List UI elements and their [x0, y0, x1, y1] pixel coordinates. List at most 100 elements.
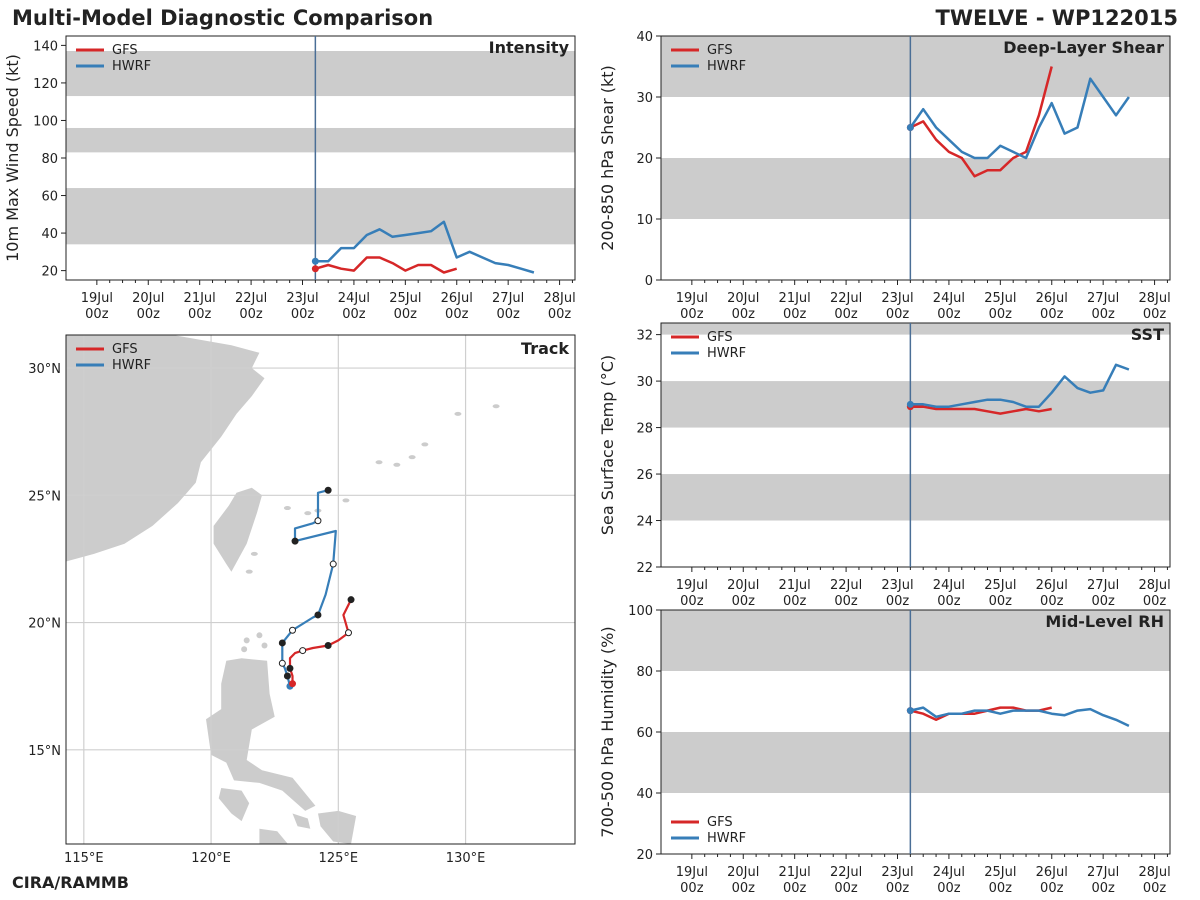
x-tick-label-hour: 00z — [937, 881, 961, 896]
panel-track: 115°E 120°E 125°E 130°E 15°N 20°N 25°N 30°N Trac… — [28, 334, 576, 866]
x-tick-label-hour: 00z — [783, 881, 807, 896]
y-tick-label: 10 — [636, 213, 653, 228]
x-tick-label-day: 23Jul — [881, 865, 913, 880]
land-ryukyu-island — [283, 506, 291, 511]
x-tick-label-day: 28Jul — [1138, 865, 1170, 880]
y-tick-label: 26 — [636, 468, 653, 483]
panel-title: SST — [1131, 325, 1164, 344]
x-tick-label-hour: 00z — [445, 307, 469, 322]
x-tick-label-hour: 00z — [732, 881, 756, 896]
track-marker-hwrf — [329, 560, 337, 568]
y-tick-label: 60 — [41, 190, 58, 205]
x-tick-label-day: 24Jul — [933, 865, 965, 880]
track-marker-gfs — [344, 629, 352, 637]
track-marker-hwrf — [314, 517, 322, 525]
y-tick-label: 40 — [636, 30, 653, 45]
x-tick-label-day: 21Jul — [779, 578, 811, 593]
series-line-hwrf — [910, 363, 1130, 408]
x-tick-label-hour: 00z — [989, 594, 1013, 609]
land-babuyan-island — [241, 646, 248, 653]
panel-sst: 22242628303219Jul00z20Jul00z21Jul00z22Ju… — [598, 322, 1171, 609]
series-start-point-gfs — [311, 265, 319, 273]
x-tick-label-day: 25Jul — [984, 578, 1016, 593]
x-tick-label-hour: 00z — [783, 594, 807, 609]
x-tick-label-day: 19Jul — [81, 291, 113, 306]
y-tick-label: 80 — [41, 152, 58, 167]
lon-tick-label: 130°E — [446, 851, 486, 866]
track-marker-gfs — [299, 647, 307, 655]
x-tick-label-day: 24Jul — [933, 578, 965, 593]
legend-label-gfs: GFS — [112, 342, 138, 357]
x-tick-label-hour: 00z — [783, 307, 807, 322]
x-tick-label-day: 22Jul — [830, 865, 862, 880]
land-panay — [259, 828, 288, 844]
footer-credit: CIRA/RAMMB — [12, 873, 129, 892]
x-tick-label-day: 21Jul — [779, 291, 811, 306]
series-line-gfs — [315, 256, 458, 274]
series-start-point-hwrf — [906, 707, 914, 715]
land-ryukyu-island — [245, 569, 253, 574]
panel-shear: 01020304019Jul00z20Jul00z21Jul00z22Jul00… — [598, 30, 1171, 322]
land-ryukyu-island — [304, 511, 312, 516]
land-babuyan-island — [256, 632, 263, 639]
y-tick-label: 20 — [636, 848, 653, 863]
x-tick-label-hour: 00z — [188, 307, 212, 322]
y-tick-label: 40 — [636, 787, 653, 802]
panel-title: Intensity — [489, 38, 570, 57]
track-marker-hwrf — [289, 626, 297, 634]
y-tick-label: 80 — [636, 665, 653, 680]
panel-intensity: 2040608010012014019Jul00z20Jul00z21Jul00… — [3, 35, 576, 322]
x-tick-label-day: 28Jul — [1138, 578, 1170, 593]
x-tick-label-day: 21Jul — [779, 865, 811, 880]
series-line-hwrf — [315, 220, 535, 274]
y-tick-label: 120 — [33, 77, 58, 92]
track-line-gfs — [288, 599, 352, 684]
lon-tick-label: 120°E — [191, 851, 231, 866]
x-tick-label-hour: 00z — [886, 594, 910, 609]
x-tick-label-day: 27Jul — [492, 291, 524, 306]
storm-id: TWELVE - WP122015 — [936, 6, 1178, 30]
legend-label-hwrf: HWRF — [707, 346, 746, 361]
lat-tick-label: 15°N — [28, 744, 61, 759]
threshold-band — [661, 732, 1170, 793]
x-tick-label-day: 19Jul — [676, 578, 708, 593]
x-tick-label-hour: 00z — [834, 881, 858, 896]
x-tick-label-hour: 00z — [239, 307, 263, 322]
land-ryukyu-island — [492, 404, 500, 409]
land-luzon — [206, 658, 316, 811]
y-tick-label: 28 — [636, 422, 653, 437]
legend-label-gfs: GFS — [707, 815, 733, 830]
y-tick-label: 30 — [636, 375, 653, 390]
x-tick-label-day: 20Jul — [727, 578, 759, 593]
legend-label-hwrf: HWRF — [112, 59, 151, 74]
plots-group: 2040608010012014019Jul00z20Jul00z21Jul00… — [3, 30, 1171, 896]
x-tick-label-day: 28Jul — [543, 291, 575, 306]
y-axis-label: 700-500 hPa Humidity (%) — [598, 626, 617, 837]
legend-label-hwrf: HWRF — [707, 831, 746, 846]
series-line-hwrf — [909, 77, 1130, 160]
land-ryukyu-island — [393, 462, 401, 467]
series-line-hwrf — [910, 706, 1130, 728]
x-tick-label-day: 26Jul — [1036, 578, 1068, 593]
x-tick-label-hour: 00z — [937, 307, 961, 322]
legend-label-gfs: GFS — [707, 43, 733, 58]
x-tick-label-hour: 00z — [732, 307, 756, 322]
threshold-band — [661, 36, 1170, 97]
legend-label-hwrf: HWRF — [112, 358, 151, 373]
x-tick-label-hour: 00z — [680, 307, 704, 322]
x-tick-label-day: 24Jul — [933, 291, 965, 306]
y-tick-label: 30 — [636, 91, 653, 106]
threshold-band — [66, 127, 575, 153]
track-marker-gfs — [347, 596, 355, 604]
land-masbate — [292, 813, 311, 829]
y-tick-label: 60 — [636, 726, 653, 741]
legend-label-gfs: GFS — [707, 330, 733, 345]
track-marker-hwrf — [283, 672, 291, 680]
x-tick-label-hour: 00z — [886, 307, 910, 322]
x-tick-label-day: 25Jul — [984, 865, 1016, 880]
x-tick-label-hour: 00z — [548, 307, 572, 322]
x-tick-label-day: 19Jul — [676, 291, 708, 306]
x-tick-label-hour: 00z — [989, 881, 1013, 896]
track-marker-hwrf — [278, 659, 286, 667]
